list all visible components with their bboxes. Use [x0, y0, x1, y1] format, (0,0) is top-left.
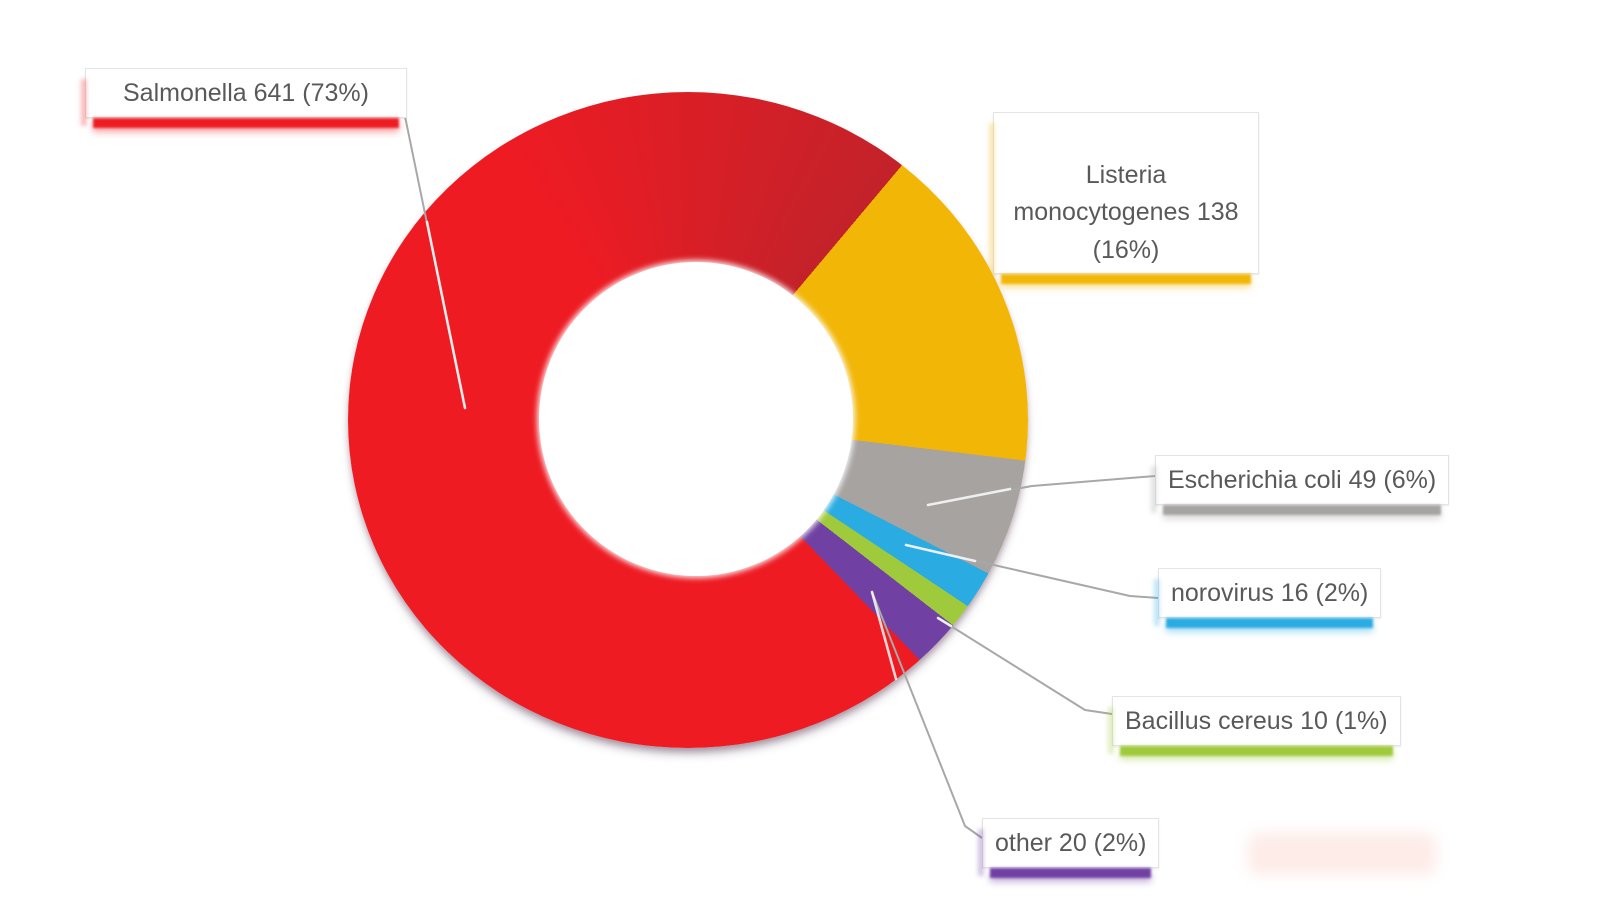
donut-chart: [348, 92, 1028, 748]
label-salmonella: Salmonella 641 (73%): [85, 68, 407, 118]
label-bacillus-text: Bacillus cereus 10 (1%): [1125, 707, 1388, 735]
label-bacillus: Bacillus cereus 10 (1%): [1112, 696, 1401, 746]
label-listeria: Listeria monocytogenes 138 (16%): [993, 112, 1259, 274]
background-smudge: [1248, 833, 1436, 875]
label-ecoli: Escherichia coli 49 (6%): [1155, 455, 1450, 505]
label-other: other 20 (2%): [982, 818, 1160, 868]
donut-hole: [539, 262, 853, 576]
label-norovirus: norovirus 16 (2%): [1158, 568, 1382, 618]
label-salmonella-text: Salmonella 641 (73%): [123, 79, 369, 107]
label-ecoli-text: Escherichia coli 49 (6%): [1168, 466, 1437, 494]
label-norovirus-text: norovirus 16 (2%): [1171, 579, 1369, 607]
label-listeria-text: Listeria monocytogenes 138 (16%): [1013, 160, 1239, 264]
label-other-text: other 20 (2%): [995, 829, 1147, 857]
